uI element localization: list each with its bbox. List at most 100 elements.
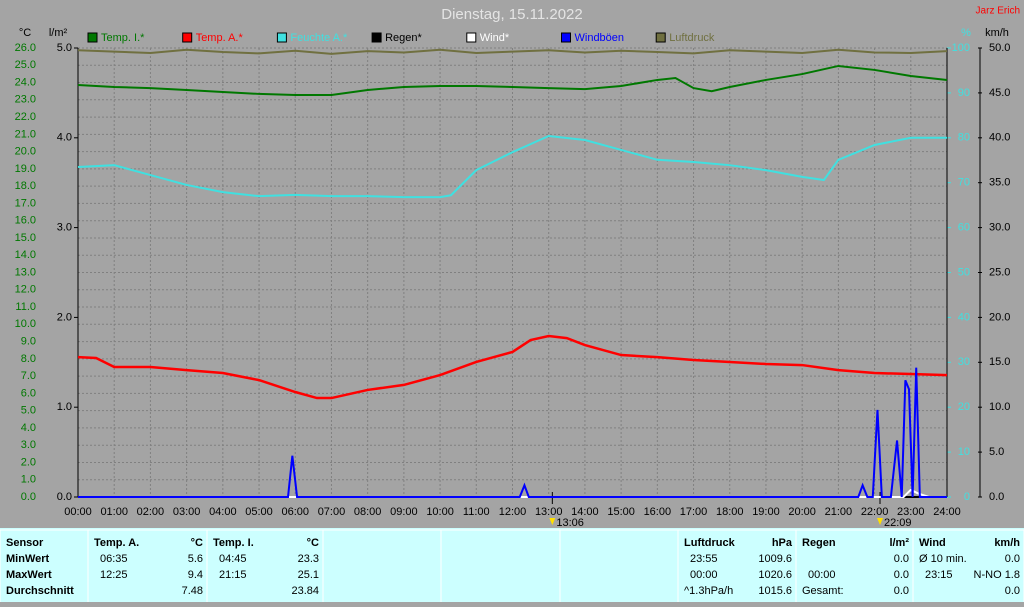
y-tick-label: 20.0 [15, 146, 36, 158]
table-value: 1015.6 [758, 585, 792, 597]
y2-tick-label: 3.0 [57, 222, 72, 234]
legend-swatch [466, 32, 477, 43]
y4-tick-label: 40.0 [989, 132, 1010, 144]
table-unit: hPa [772, 537, 793, 549]
table-value: 23.84 [291, 585, 319, 597]
y-tick-label: 11.0 [15, 301, 36, 313]
y3-tick-label: 50 [958, 266, 970, 278]
y4-tick-label: 25.0 [989, 266, 1010, 278]
y-tick-label: 22.0 [15, 111, 36, 123]
table-time: 00:00 [808, 569, 836, 581]
table-time: 06:35 [100, 553, 128, 565]
table-time: 00:00 [690, 569, 718, 581]
y4-tick-label: 15.0 [989, 356, 1010, 368]
table-value: 1020.6 [758, 569, 792, 581]
x-tick-label: 00:00 [64, 506, 92, 518]
y4-tick-label: 30.0 [989, 222, 1010, 234]
y-tick-label: 3.0 [21, 439, 36, 451]
table-value: 0.0 [894, 585, 909, 597]
y-tick-label: 25.0 [15, 59, 36, 71]
x-tick-label: 09:00 [390, 506, 418, 518]
y-tick-label: 13.0 [15, 266, 36, 278]
legend-label: Luftdruck [669, 32, 715, 44]
series-line [78, 367, 947, 498]
table-unit: °C [307, 537, 319, 549]
y3-tick-label: 60 [958, 222, 970, 234]
y4-tick-label: 50.0 [989, 42, 1010, 54]
series-line [77, 134, 947, 199]
y-tick-label: 23.0 [15, 94, 36, 106]
table-value: 0.0 [894, 569, 909, 581]
annotation-label: 13:06 [556, 517, 584, 529]
table-value: N-NO 1.8 [974, 569, 1020, 581]
table-value: 5.6 [188, 553, 203, 565]
legend-label: Wind* [480, 32, 510, 44]
x-tick-label: 13:00 [535, 506, 563, 518]
y3-tick-label: 70 [958, 177, 970, 189]
y4-tick-label: 10.0 [989, 401, 1010, 413]
y2-tick-label: 4.0 [57, 132, 72, 144]
y4-tick-label: 35.0 [989, 177, 1010, 189]
table-header: Wind [919, 537, 946, 549]
y3-tick-label: 0 [964, 491, 970, 503]
x-tick-label: 18:00 [716, 506, 744, 518]
y3-unit: % [961, 27, 971, 39]
series-line [77, 48, 948, 55]
legend-swatch [655, 32, 666, 43]
y4-tick-label: 5.0 [989, 446, 1004, 458]
series-line [77, 64, 948, 96]
y-tick-label: 12.0 [15, 284, 36, 296]
y-tick-label: 2.0 [21, 456, 36, 468]
legend-label: Feuchte A.* [290, 32, 348, 44]
legend-swatch [561, 32, 571, 43]
x-tick-label: 12:00 [499, 506, 527, 518]
table-header: Temp. A. [94, 537, 139, 549]
table-time: 23:55 [690, 553, 718, 565]
x-tick-label: 20:00 [788, 506, 816, 518]
y3-tick-label: 100 [952, 42, 970, 54]
table-time: 04:45 [219, 553, 247, 565]
chart-title: Dienstag, 15.11.2022 [441, 6, 583, 23]
y-unit: °C [19, 27, 31, 39]
y-tick-label: 26.0 [15, 42, 36, 54]
table-row-label: MinWert [6, 553, 50, 565]
x-tick-label: 16:00 [644, 506, 672, 518]
table-time: ^1.3hPa/h [684, 585, 733, 597]
y-tick-label: 5.0 [21, 405, 36, 417]
y-tick-label: 19.0 [15, 163, 36, 175]
legend-swatch [182, 32, 193, 43]
y3-tick-label: 80 [958, 132, 970, 144]
table-value: 0.0 [1005, 553, 1020, 565]
x-tick-label: 17:00 [680, 506, 708, 518]
y-tick-label: 15.0 [15, 232, 36, 244]
y4-tick-label: 20.0 [989, 311, 1010, 323]
table-header: Temp. I. [213, 537, 254, 549]
table-value: 23.3 [298, 553, 319, 565]
y4-unit: km/h [985, 27, 1009, 39]
y2-tick-label: 1.0 [57, 401, 72, 413]
y3-tick-label: 90 [958, 87, 970, 99]
y-tick-label: 17.0 [15, 197, 36, 209]
y-tick-label: 4.0 [21, 422, 36, 434]
table-unit: l/m² [889, 537, 909, 549]
table-time: 12:25 [100, 569, 128, 581]
annotation-marker [549, 518, 556, 525]
y3-tick-label: 10 [958, 446, 970, 458]
table-value: 25.1 [298, 569, 319, 581]
table-header: Regen [802, 537, 836, 549]
x-tick-label: 14:00 [571, 506, 599, 518]
table-time: Ø 10 min. [919, 553, 967, 565]
x-tick-label: 11:00 [463, 506, 490, 518]
y2-unit: l/m² [49, 27, 68, 39]
stats-panel [0, 528, 1024, 602]
annotation-marker [877, 518, 884, 525]
y4-tick-label: 45.0 [989, 87, 1010, 99]
legend-swatch [87, 32, 98, 43]
y-tick-label: 10.0 [15, 318, 36, 330]
table-unit: km/h [994, 537, 1020, 549]
y-tick-label: 9.0 [21, 335, 36, 347]
legend-label: Temp. I.* [101, 32, 145, 44]
y-tick-label: 16.0 [15, 215, 36, 227]
table-time: Gesamt: [802, 585, 844, 597]
table-time: 21:15 [219, 569, 247, 581]
